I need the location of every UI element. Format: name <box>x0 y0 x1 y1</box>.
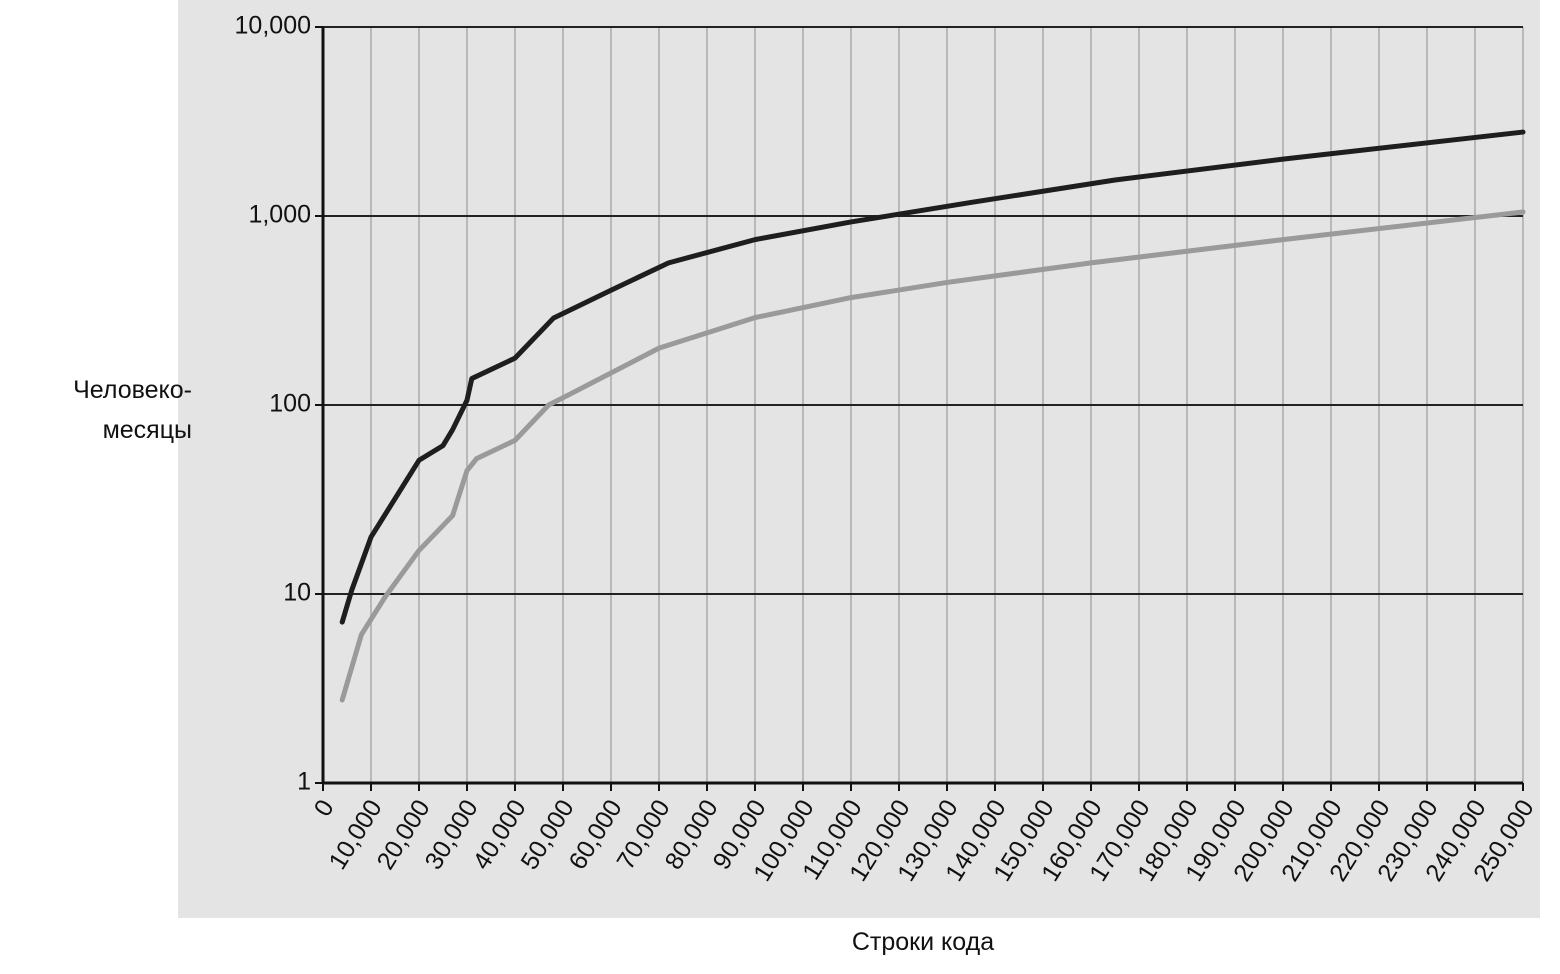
y-axis-label: месяцы <box>103 416 192 444</box>
y-tick-label: 10,000 <box>235 12 311 40</box>
y-tick-label: 100 <box>269 390 311 418</box>
data-line <box>339 129 1526 625</box>
x-axis-label: Строки кода <box>852 928 994 956</box>
y-tick-label: 1,000 <box>248 201 311 229</box>
data-line <box>339 209 1526 703</box>
y-tick-label: 10 <box>283 579 311 607</box>
chart-background <box>178 0 1540 918</box>
y-axis-label: Человеко- <box>73 376 192 404</box>
y-tick-label: 1 <box>297 768 311 796</box>
